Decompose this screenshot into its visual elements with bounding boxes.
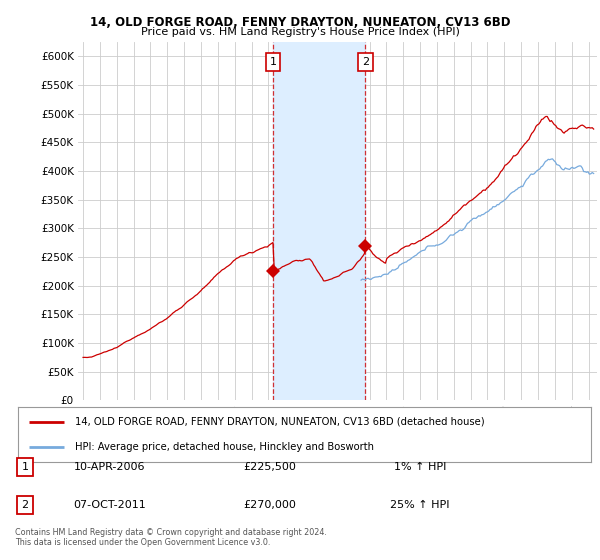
Text: 2: 2	[362, 57, 369, 67]
Text: 07-OCT-2011: 07-OCT-2011	[74, 500, 146, 510]
Text: 2: 2	[22, 500, 29, 510]
Text: 14, OLD FORGE ROAD, FENNY DRAYTON, NUNEATON, CV13 6BD (detached house): 14, OLD FORGE ROAD, FENNY DRAYTON, NUNEA…	[76, 417, 485, 427]
Text: 25% ↑ HPI: 25% ↑ HPI	[390, 500, 450, 510]
Text: £225,500: £225,500	[244, 462, 296, 472]
Text: Price paid vs. HM Land Registry's House Price Index (HPI): Price paid vs. HM Land Registry's House …	[140, 27, 460, 38]
Text: 1: 1	[269, 57, 277, 67]
Text: 1% ↑ HPI: 1% ↑ HPI	[394, 462, 446, 472]
Text: HPI: Average price, detached house, Hinckley and Bosworth: HPI: Average price, detached house, Hinc…	[76, 442, 374, 452]
Text: £270,000: £270,000	[244, 500, 296, 510]
Text: 1: 1	[22, 462, 29, 472]
Bar	[273, 42, 365, 400]
Text: Contains HM Land Registry data © Crown copyright and database right 2024.
This d: Contains HM Land Registry data © Crown c…	[15, 528, 327, 547]
Text: 14, OLD FORGE ROAD, FENNY DRAYTON, NUNEATON, CV13 6BD: 14, OLD FORGE ROAD, FENNY DRAYTON, NUNEA…	[90, 16, 510, 29]
Text: 10-APR-2006: 10-APR-2006	[74, 462, 146, 472]
